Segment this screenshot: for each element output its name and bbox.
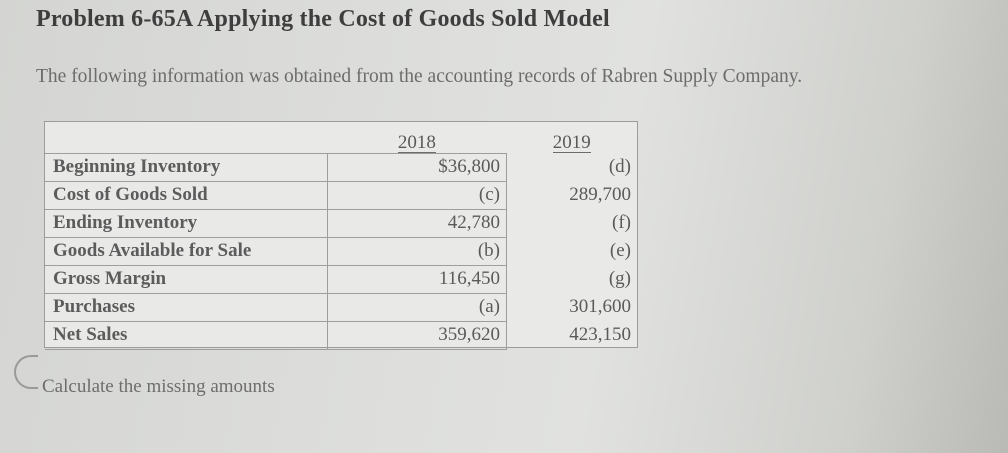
- cell-2018: (a): [326, 292, 507, 322]
- cell-2018: (c): [326, 180, 507, 210]
- pen-mark: [14, 355, 38, 389]
- cell-2019: (e): [609, 240, 631, 261]
- cell-2018: $36,800: [326, 152, 507, 182]
- table-row: Ending Inventory 42,780 (f): [45, 208, 637, 238]
- row-label-cost-of-goods-sold: Cost of Goods Sold: [45, 180, 328, 210]
- row-label-ending-inventory: Ending Inventory: [45, 208, 328, 238]
- table-row: Gross Margin 116,450 (g): [45, 264, 637, 294]
- cell-2018: 116,450: [326, 264, 507, 294]
- cell-2019: (g): [608, 268, 631, 289]
- instruction-text: Calculate the missing amounts: [42, 376, 275, 397]
- table-row: Beginning Inventory $36,800 (d): [45, 152, 637, 182]
- cogs-table-frame: 2018 2019 Beginning Inventory $36,800 (d…: [44, 121, 638, 350]
- cell-2019: 423,150: [569, 324, 631, 345]
- cell-2019: 289,700: [569, 184, 631, 205]
- table-row: Goods Available for Sale (b) (e): [45, 236, 637, 266]
- cogs-table: 2018 2019 Beginning Inventory $36,800 (d…: [45, 122, 637, 350]
- header-empty: [45, 122, 327, 153]
- header-2018: 2018: [327, 122, 506, 153]
- intro-text: The following information was obtained f…: [36, 66, 803, 87]
- header-2019-label: 2019: [552, 132, 591, 153]
- cell-2018: 359,620: [326, 320, 507, 350]
- problem-title: Problem 6-65A Applying the Cost of Goods…: [36, 6, 610, 32]
- cell-2019: (f): [612, 212, 631, 233]
- row-label-net-sales: Net Sales: [45, 320, 328, 350]
- row-label-purchases: Purchases: [45, 292, 328, 322]
- row-label-goods-available: Goods Available for Sale: [45, 236, 328, 266]
- cell-2019: (d): [608, 156, 631, 177]
- table-row: Cost of Goods Sold (c) 289,700: [45, 180, 637, 210]
- row-label-beginning-inventory: Beginning Inventory: [45, 152, 328, 182]
- cell-2019: 301,600: [569, 296, 631, 317]
- row-label-gross-margin: Gross Margin: [45, 264, 328, 294]
- cell-2018: 42,780: [326, 208, 507, 238]
- header-2018-label: 2018: [397, 131, 436, 153]
- header-2019: 2019: [506, 122, 637, 153]
- table-row: Net Sales 359,620 423,150: [45, 320, 637, 350]
- table-row: Purchases (a) 301,600: [45, 292, 637, 322]
- cell-2018: (b): [326, 236, 507, 266]
- table-header-row: 2018 2019: [45, 122, 637, 153]
